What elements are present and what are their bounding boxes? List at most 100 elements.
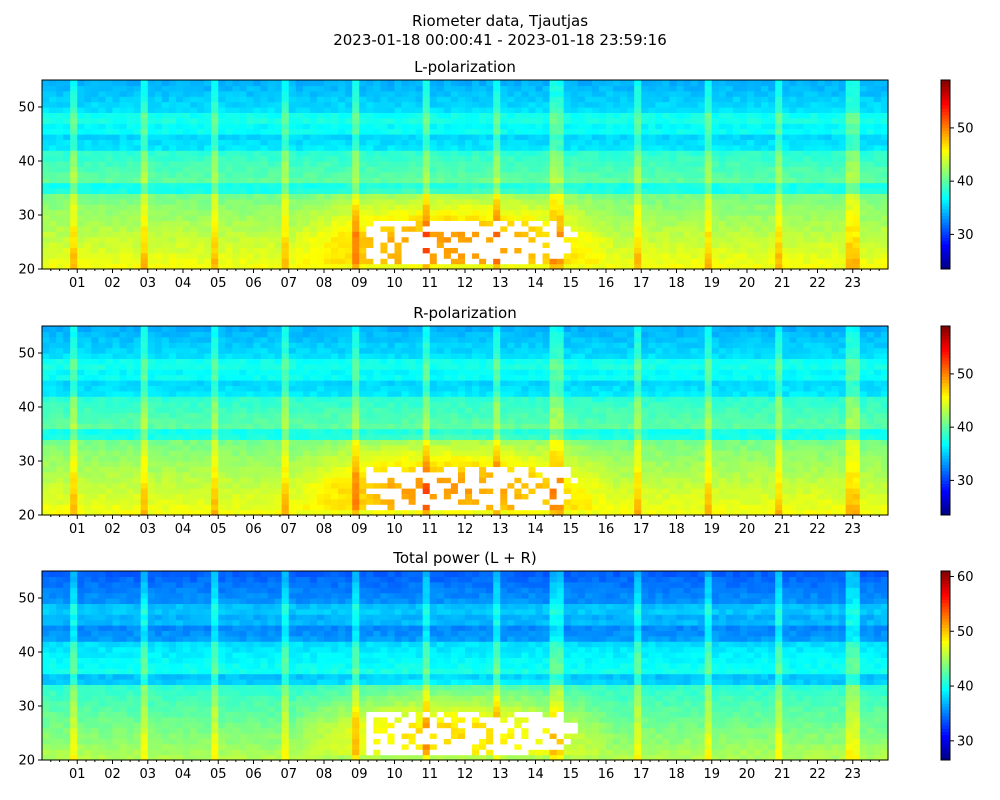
heatmap-cell	[70, 112, 78, 119]
heatmap-cell	[648, 198, 656, 205]
heatmap-cell	[140, 509, 149, 516]
heatmap-cell	[422, 263, 431, 270]
colorbar-segment	[941, 193, 950, 198]
heatmap-cell	[739, 90, 748, 97]
heatmap-cell	[436, 117, 445, 124]
heatmap-cell	[197, 85, 205, 92]
heatmap-cell	[479, 155, 487, 162]
heatmap-cell	[613, 177, 621, 184]
heatmap-cell	[803, 220, 812, 227]
heatmap-cell	[627, 193, 635, 200]
heatmap-cell	[584, 236, 593, 243]
heatmap-cell	[147, 193, 156, 200]
heatmap-cell	[204, 215, 212, 221]
heatmap-cell	[225, 204, 233, 211]
heatmap-cell	[119, 450, 128, 457]
heatmap-cell	[606, 193, 614, 200]
heatmap-cell	[260, 188, 269, 194]
heatmap-cell	[91, 488, 99, 494]
heatmap-cell	[154, 347, 163, 354]
heatmap-cell	[535, 177, 544, 184]
heatmap-cell	[768, 182, 776, 189]
heatmap-cell	[225, 225, 233, 232]
heatmap-cell	[190, 117, 198, 124]
heatmap-cell	[70, 390, 78, 397]
heatmap-cell	[789, 85, 797, 92]
heatmap-cell	[606, 204, 614, 211]
heatmap-cell	[387, 112, 396, 119]
heatmap-cell	[147, 428, 156, 435]
heatmap-cell	[316, 90, 325, 97]
heatmap-cell	[465, 139, 473, 146]
heatmap-cell	[154, 396, 163, 403]
heatmap-cell	[690, 155, 699, 162]
heatmap-cell	[274, 96, 283, 103]
heatmap-cell	[91, 166, 99, 173]
heatmap-cell	[450, 209, 459, 216]
heatmap-cell	[500, 107, 508, 113]
heatmap-cell	[295, 123, 304, 130]
heatmap-cell	[359, 171, 367, 178]
heatmap-cell	[112, 236, 121, 243]
heatmap-cell	[436, 150, 445, 157]
heatmap-cell	[204, 182, 212, 189]
heatmap-cell	[302, 247, 311, 254]
heatmap-cell	[133, 128, 142, 135]
heatmap-cell	[77, 396, 85, 403]
heatmap-cell	[154, 90, 163, 97]
heatmap-cell	[528, 198, 537, 205]
heatmap-cell	[133, 417, 142, 424]
heatmap-cell	[775, 112, 783, 119]
heatmap-cell	[380, 263, 389, 270]
heatmap-cell	[295, 144, 304, 151]
heatmap-cell	[112, 204, 121, 211]
heatmap-cell	[204, 177, 212, 184]
heatmap-cell	[873, 117, 882, 124]
heatmap-cell	[845, 112, 854, 119]
heatmap-cell	[810, 139, 819, 146]
heatmap-cell	[676, 188, 685, 194]
heatmap-cell	[288, 215, 297, 221]
heatmap-cell	[634, 166, 642, 173]
heatmap-cell	[161, 123, 170, 130]
heatmap-cell	[324, 188, 332, 194]
heatmap-cell	[465, 80, 473, 86]
heatmap-cell	[119, 336, 128, 343]
heatmap-cell	[119, 493, 128, 500]
heatmap-cell	[613, 236, 621, 243]
heatmap-cell	[345, 134, 353, 140]
heatmap-cell	[168, 231, 177, 238]
heatmap-cell	[105, 252, 114, 259]
heatmap-cell	[91, 198, 99, 205]
heatmap-cell	[429, 123, 438, 130]
heatmap-cell	[761, 166, 769, 173]
heatmap-cell	[577, 123, 586, 130]
heatmap-cell	[422, 90, 431, 97]
heatmap-cell	[56, 231, 64, 238]
heatmap-cell	[747, 101, 755, 108]
heatmap-cell	[754, 252, 762, 259]
heatmap-cell	[56, 107, 64, 113]
heatmap-cell	[105, 112, 114, 119]
heatmap-cell	[514, 263, 522, 270]
heatmap-cell	[274, 188, 283, 194]
heatmap-cell	[810, 150, 819, 157]
heatmap-cell	[408, 252, 417, 259]
heatmap-cell	[70, 107, 78, 113]
heatmap-cell	[591, 263, 600, 270]
heatmap-cell	[810, 182, 819, 189]
heatmap-cell	[147, 363, 156, 370]
heatmap-cell	[718, 139, 727, 146]
heatmap-cell	[591, 139, 600, 146]
heatmap-cell	[70, 242, 78, 248]
heatmap-cell	[662, 166, 671, 173]
heatmap-cell	[690, 236, 699, 243]
heatmap-cell	[535, 155, 544, 162]
heatmap-cell	[817, 198, 826, 205]
heatmap-cell	[42, 128, 50, 135]
heatmap-cell	[324, 144, 332, 151]
heatmap-cell	[831, 155, 840, 162]
heatmap-cell	[817, 236, 826, 243]
heatmap-cell	[161, 166, 170, 173]
heatmap-cell	[775, 101, 783, 108]
